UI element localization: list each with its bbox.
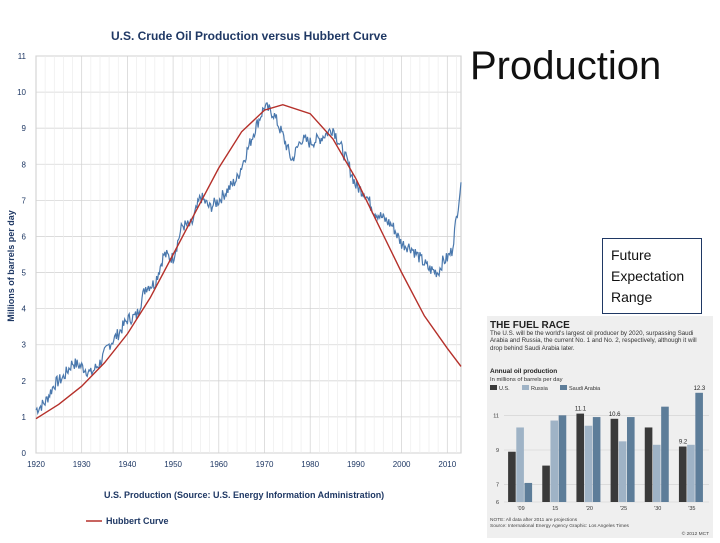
fuel-y-tick-label: 7 [496,483,499,489]
x-tick-label: 2010 [438,460,456,469]
fuel-legend-label: U.S. [499,386,510,392]
fuel-section: Annual oil production [490,368,557,375]
fuel-bar [542,465,550,502]
chart-title: U.S. Crude Oil Production versus Hubbert… [111,29,387,43]
y-tick-label: 0 [22,449,27,458]
fuel-legend-swatch [522,385,529,390]
series-us-production-line [35,102,462,416]
callout-line-2: Expectation [611,268,685,284]
fuel-legend-swatch [560,385,567,390]
fuel-legend-label: Saudi Arabia [569,386,601,392]
fuel-bar [644,427,653,502]
fuel-bar [592,417,601,502]
fuel-x-tick-label: '30 [654,506,661,512]
fuel-subtitle-wrap: The U.S. will be the world's largest oil… [490,330,697,352]
legend-us-production: U.S. Production (Source: U.S. Energy Inf… [104,490,384,500]
x-tick-label: 2000 [393,460,411,469]
fuel-bar [508,451,516,502]
fuel-x-tick-label: '09 [517,506,524,512]
fuel-x-tick-label: '25 [620,506,627,512]
fuel-x-tick-label: 15 [552,506,558,512]
callout-line-1: Future [611,247,652,263]
y-tick-label: 9 [22,124,27,133]
fuel-x-tick-label: '20 [586,506,593,512]
grid [35,55,462,454]
legend-hubbert: Hubbert Curve [106,516,169,526]
hubbert-chart: U.S. Crude Oil Production versus Hubbert… [6,29,462,526]
fuel-bar [652,444,661,502]
x-tick-label: 1950 [164,460,182,469]
fuel-race-inset: THE FUEL RACE The U.S. will be the world… [487,316,713,538]
fuel-bar [661,406,669,502]
slide-title: Production [470,44,662,88]
future-expectation-callout: Future Expectation Range [602,238,702,314]
y-axis-label: Millions of barrels per day [6,210,16,322]
fuel-data-label: 11.1 [575,407,587,413]
series-hubbert-line [35,103,462,420]
fuel-credit: © 2012 MCT [682,530,709,537]
fuel-legend-swatch [490,385,497,390]
fuel-y-tick-label: 6 [496,500,499,506]
fuel-bar [695,392,703,502]
fuel-grid: 6 7 9 11 [493,413,709,506]
fuel-bar [687,444,695,502]
x-tick-label: 1940 [118,460,136,469]
y-tick-label: 11 [18,52,27,61]
y-tick-label: 5 [22,269,27,278]
fuel-units: In millions of barrels per day [490,377,563,383]
fuel-legend: U.S. Russia Saudi Arabia [490,385,601,392]
fuel-source: Source: International Energy Agency Grap… [490,523,630,529]
x-tick-label: 1970 [256,460,274,469]
fuel-bar [584,425,593,502]
fuel-bar [610,418,619,502]
fuel-title: THE FUEL RACE [490,320,570,331]
fuel-bar [627,417,635,502]
y-tick-label: 3 [22,341,27,350]
x-tick-label: 1990 [347,460,365,469]
x-tick-label: 1920 [27,460,45,469]
y-tick-label: 7 [22,196,27,205]
y-tick-label: 1 [22,413,27,422]
fuel-y-tick-label: 11 [493,413,499,419]
x-tick-label: 1980 [301,460,319,469]
plot-area [35,55,462,454]
fuel-data-label: 12.3 [694,386,706,392]
fuel-legend-label: Russia [531,386,549,392]
fuel-bar [618,441,627,502]
fuel-x-tick-label: '35 [688,506,695,512]
fuel-subtitle: The U.S. will be the world's largest oil… [490,330,697,352]
fuel-race-chart: THE FUEL RACE The U.S. will be the world… [490,320,709,537]
y-tick-labels: 0 1 2 3 4 5 6 7 8 9 10 11 [17,52,26,458]
fuel-data-label: 9.2 [679,440,688,446]
callout-line-3: Range [611,289,653,305]
fuel-bars [508,392,703,502]
fuel-bar [558,415,567,502]
y-tick-label: 4 [22,305,27,314]
fuel-annotations: 12.3 11.1 10.6 9.2 [575,386,706,446]
fuel-bar [678,446,687,502]
fuel-bar [524,482,533,502]
fuel-x-tick-labels: '09 15 '20 '25 '30 '35 [517,506,695,512]
fuel-bar [550,420,559,502]
x-tick-label: 1960 [210,460,228,469]
fuel-note: NOTE: All data after 2011 are projection… [490,517,578,523]
y-tick-label: 8 [22,160,27,169]
y-tick-label: 6 [22,232,27,241]
fuel-y-tick-label: 9 [496,448,499,454]
y-tick-label: 10 [17,88,26,97]
fuel-data-label: 10.6 [609,412,621,418]
y-tick-label: 2 [22,377,27,386]
fuel-bar [516,427,524,502]
x-tick-label: 1930 [73,460,91,469]
x-tick-labels: 1920 1930 1940 1950 1960 1970 1980 1990 2000 2010 [27,460,457,469]
fuel-bar [576,413,585,502]
